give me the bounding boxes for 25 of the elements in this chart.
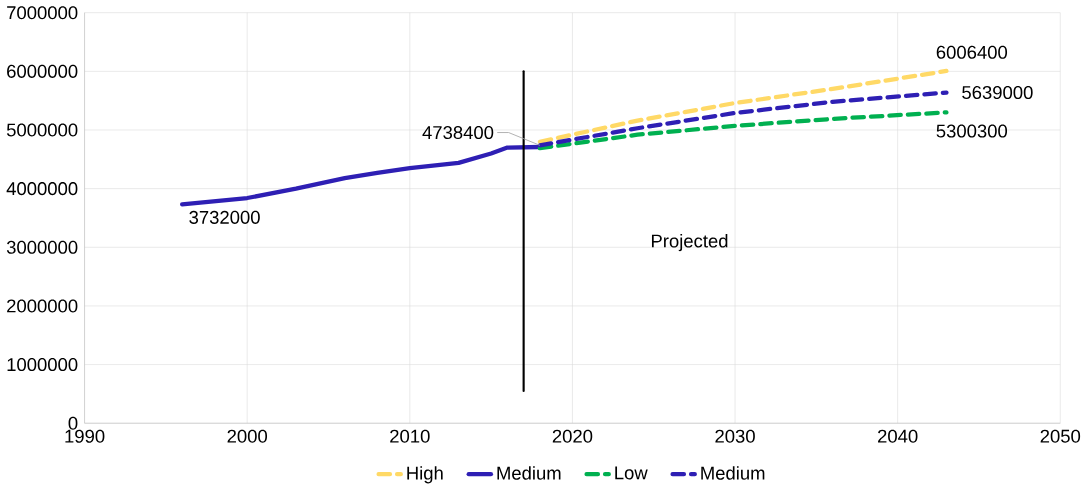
legend-label: Medium	[701, 466, 765, 480]
x-tick-label: 2010	[390, 429, 430, 443]
x-tick-label: 2000	[227, 429, 268, 443]
y-tick-label: 1000000	[7, 358, 78, 372]
x-tick-label: 2050	[1040, 429, 1081, 443]
y-tick-label: 0	[68, 416, 78, 430]
annotation: 3732000	[189, 210, 260, 224]
x-tick-label: 1990	[65, 429, 105, 443]
annotation: 6006400	[936, 45, 1008, 59]
y-tick-label: 7000000	[7, 6, 78, 20]
annotation: 5300300	[936, 124, 1008, 138]
x-tick-label: 2020	[552, 429, 593, 443]
y-tick-label: 3000000	[6, 240, 78, 254]
legend-label: Low	[615, 466, 648, 480]
y-tick-label: 6000000	[7, 64, 78, 78]
legend-label: Medium	[497, 466, 561, 480]
x-tick-label: 2040	[878, 429, 918, 443]
y-tick-label: 5000000	[6, 123, 78, 137]
annotation: 5639000	[962, 85, 1033, 100]
y-tick-label: 4000000	[6, 182, 78, 196]
annotation: Projected	[651, 233, 728, 252]
y-tick-label: 2000000	[7, 299, 78, 313]
annotation: 4738400	[422, 125, 494, 140]
legend-label: High	[407, 466, 443, 484]
x-tick-label: 2030	[715, 429, 755, 443]
